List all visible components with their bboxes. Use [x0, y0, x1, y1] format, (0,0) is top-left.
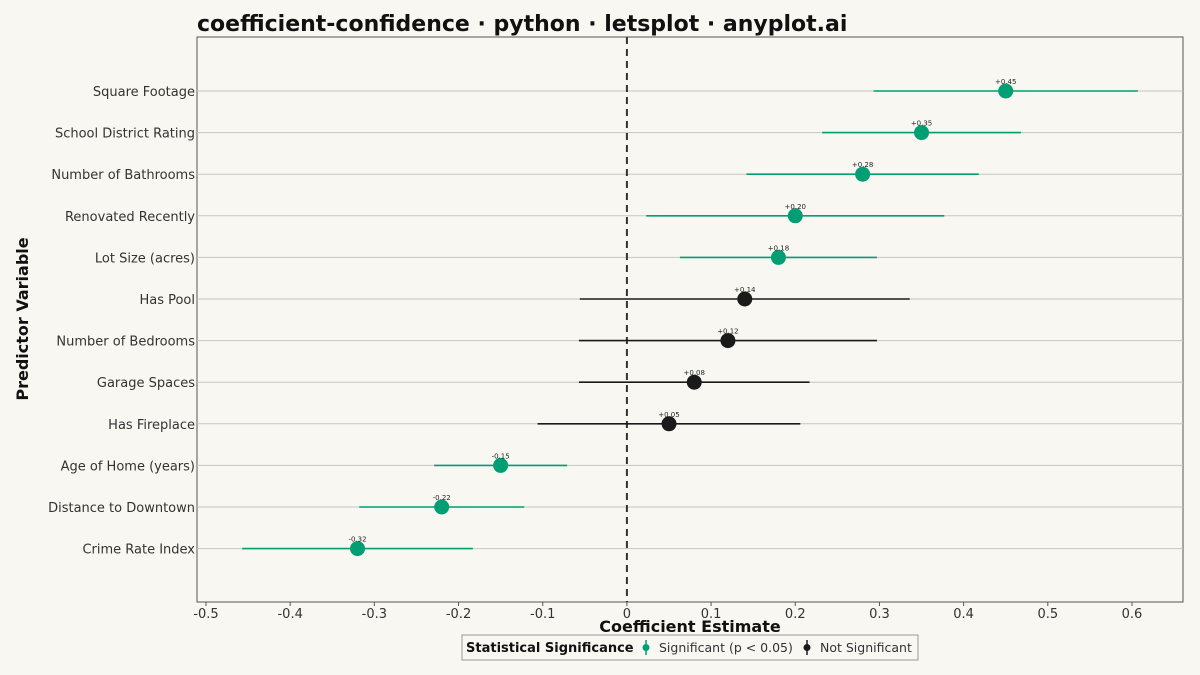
legend-not-significant-label: Not Significant — [820, 640, 912, 655]
data-label: +0.18 — [768, 244, 789, 252]
data-label: +0.35 — [911, 120, 932, 128]
x-tick-label: 0.4 — [953, 607, 974, 622]
data-label: +0.05 — [658, 411, 679, 419]
data-label: -0.32 — [348, 536, 366, 544]
estimate-point — [350, 541, 366, 557]
estimate-point — [661, 416, 677, 432]
gridlines — [197, 90, 1183, 550]
x-axis-title: Coefficient Estimate — [599, 617, 781, 636]
legend-title: Statistical Significance — [466, 641, 634, 656]
x-axis-ticks: -0.5 -0.4 -0.3 -0.2 -0.1 0 0.1 0.2 0.3 0.4 0.5 0.6 — [193, 602, 1142, 622]
x-tick-label: -0.4 — [277, 607, 302, 622]
legend-significant-marker — [642, 644, 650, 651]
estimate-point — [737, 291, 753, 307]
confidence-intervals — [242, 90, 1138, 550]
estimate-point — [770, 249, 786, 265]
x-tick-label: 0.3 — [869, 607, 890, 622]
legend-box — [461, 634, 919, 661]
y-tick-label: Number of Bedrooms — [56, 335, 195, 350]
y-tick-label: Garage Spaces — [97, 376, 195, 391]
y-tick-label: Renovated Recently — [65, 210, 195, 225]
estimate-point — [855, 166, 871, 182]
y-tick-label: Has Pool — [139, 293, 195, 308]
x-tick-label: 0.6 — [1122, 607, 1143, 622]
estimate-point — [686, 374, 702, 390]
estimate-point — [434, 499, 450, 515]
y-tick-label: Distance to Downtown — [48, 501, 195, 516]
chart-title: coefficient-confidence · python · letspl… — [197, 12, 847, 37]
x-tick-label: 0.2 — [785, 607, 806, 622]
estimate-points — [350, 83, 1014, 557]
y-tick-label: Lot Size (acres) — [95, 251, 195, 266]
estimate-point — [914, 125, 930, 141]
legend: Statistical Significance Significant (p … — [461, 634, 919, 661]
data-label: +0.08 — [684, 369, 705, 377]
x-tick-label: 0.1 — [701, 607, 722, 622]
estimate-point — [787, 208, 803, 224]
data-label: +0.14 — [734, 286, 756, 294]
x-tick-label: -0.5 — [193, 607, 218, 622]
y-tick-label: Has Fireplace — [108, 418, 195, 433]
x-tick-label: -0.2 — [446, 607, 471, 622]
data-label: +0.12 — [717, 328, 738, 336]
y-tick-label: School District Rating — [55, 127, 195, 142]
y-axis-title: Predictor Variable — [13, 237, 32, 400]
x-tick-label: 0.5 — [1037, 607, 1058, 622]
legend-significant-label: Significant (p < 0.05) — [659, 640, 793, 655]
estimate-point — [998, 83, 1014, 99]
x-tick-label: -0.1 — [530, 607, 555, 622]
data-label: +0.45 — [995, 78, 1016, 86]
plot-area — [196, 36, 1184, 603]
legend-not-significant-marker — [803, 644, 811, 651]
estimate-point — [720, 333, 736, 349]
data-labels: +0.45 +0.35 +0.28 +0.20 +0.18 +0.14 +0.12 +0.08… — [348, 78, 1016, 544]
y-tick-label: Number of Bathrooms — [51, 168, 195, 183]
x-tick-label: -0.3 — [362, 607, 387, 622]
data-label: +0.20 — [785, 203, 806, 211]
estimate-point — [493, 457, 509, 473]
data-label: -0.22 — [433, 494, 451, 502]
y-axis-ticks: Square Footage School District Rating Numb… — [48, 85, 195, 558]
y-tick-label: Crime Rate Index — [82, 543, 195, 558]
x-tick-label: 0 — [623, 607, 631, 622]
y-tick-label: Square Footage — [93, 85, 195, 100]
data-label: +0.28 — [852, 161, 873, 169]
y-tick-label: Age of Home (years) — [61, 459, 195, 474]
data-label: -0.15 — [492, 452, 510, 460]
